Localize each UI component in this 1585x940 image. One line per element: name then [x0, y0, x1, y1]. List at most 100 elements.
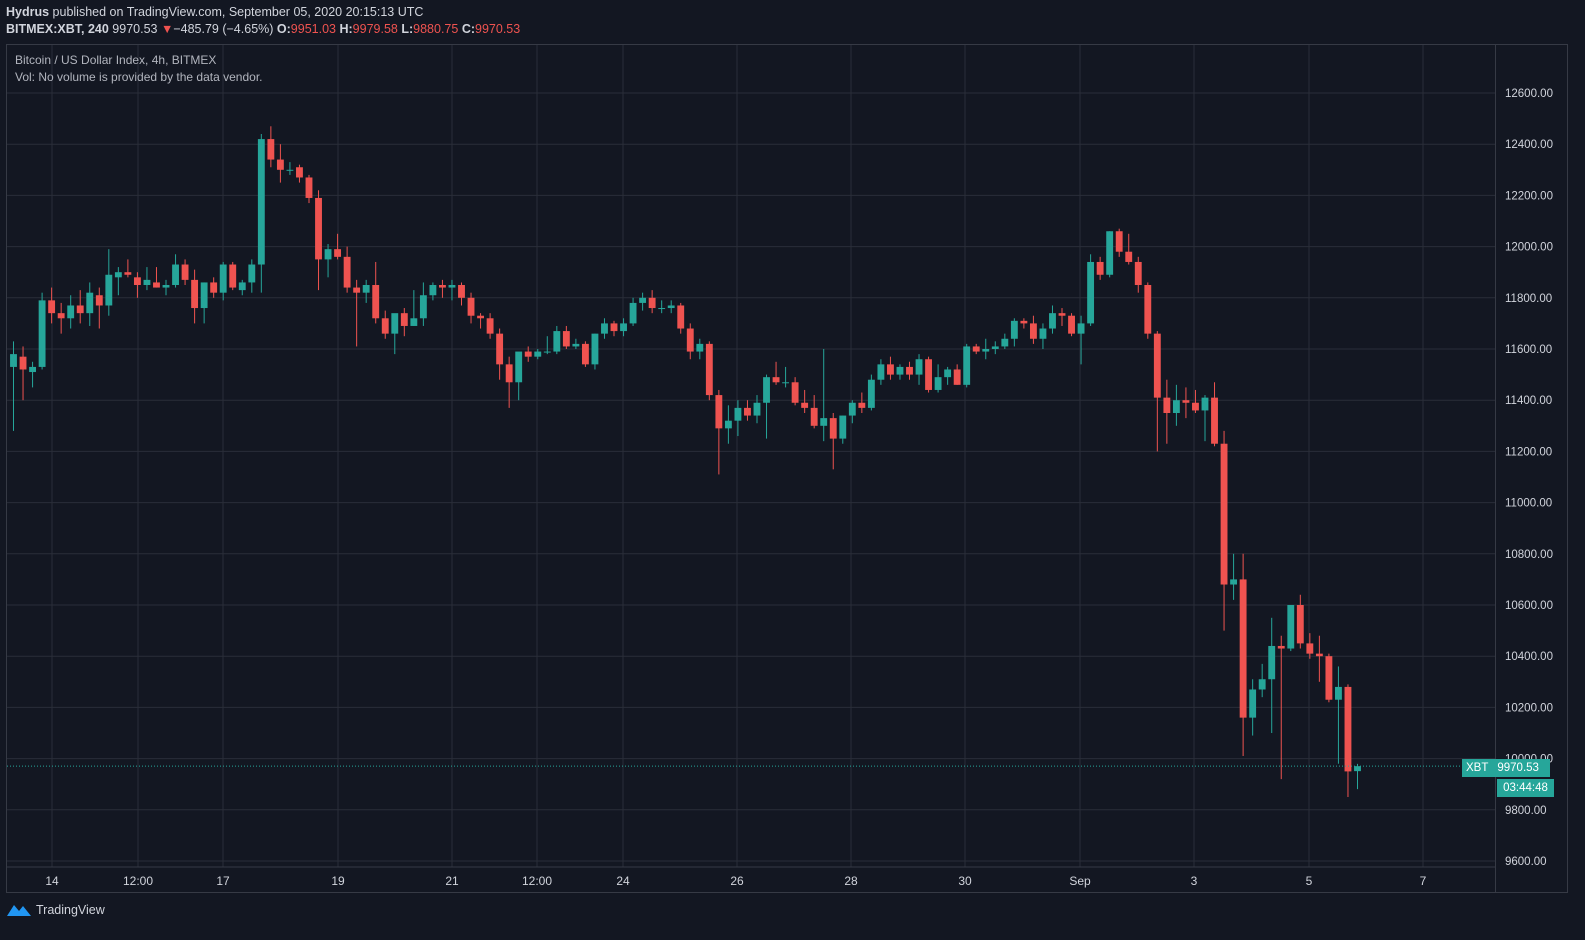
- candle: [705, 341, 713, 401]
- plot-area[interactable]: [6, 44, 1496, 893]
- candle-body: [467, 297, 475, 316]
- x-tick-label: 12:00: [123, 874, 153, 888]
- y-tick-label: 10400.00: [1505, 651, 1553, 663]
- price-tag: XBT 9970.53: [1462, 759, 1550, 777]
- footer-brand[interactable]: TradingView: [36, 903, 105, 917]
- candle: [1315, 635, 1323, 682]
- candle-body: [982, 349, 990, 352]
- candle: [419, 282, 427, 326]
- candle-body: [820, 418, 828, 426]
- candle-body: [248, 264, 256, 283]
- candle-body: [686, 328, 694, 352]
- candle-body: [925, 359, 932, 390]
- candle-body: [172, 264, 179, 285]
- candle-body: [448, 285, 456, 288]
- candle: [410, 290, 418, 326]
- candle: [429, 282, 437, 301]
- y-tick-label: 10800.00: [1505, 549, 1553, 561]
- candle-body: [1096, 261, 1104, 275]
- candle: [1249, 679, 1257, 736]
- candle-body: [1144, 285, 1152, 334]
- candle-body: [114, 272, 122, 278]
- candle: [896, 364, 904, 380]
- candle: [562, 325, 570, 349]
- candle-body: [76, 305, 84, 314]
- candle-body: [677, 305, 685, 329]
- x-tick-label: 19: [331, 874, 345, 888]
- candle-body: [562, 331, 570, 347]
- candle: [925, 356, 932, 393]
- high-value: 9979.58: [352, 22, 398, 36]
- close-label: C:: [461, 22, 476, 36]
- tradingview-logo-icon[interactable]: [6, 902, 32, 918]
- candle-body: [343, 256, 351, 288]
- candle-body: [1077, 323, 1085, 334]
- candle-body: [1029, 323, 1037, 339]
- symbol-label: BITMEX:XBT, 240: [6, 22, 109, 36]
- candle-body: [639, 297, 647, 303]
- y-tick-label: 12000.00: [1505, 242, 1553, 254]
- x-tick-label: 30: [958, 874, 972, 888]
- candle-body: [1039, 328, 1047, 339]
- price-scale[interactable]: [1496, 44, 1568, 893]
- candle-body: [858, 402, 866, 408]
- candle: [1172, 384, 1180, 426]
- candle-body: [1068, 315, 1075, 334]
- candle-body: [133, 277, 141, 285]
- candle: [1239, 553, 1247, 757]
- x-tick-label: 7: [1420, 874, 1427, 888]
- author-name[interactable]: Hydrus: [6, 5, 50, 19]
- candle-body: [1058, 313, 1066, 316]
- candle: [1354, 763, 1361, 790]
- candle-body: [162, 285, 170, 288]
- open-label: O:: [276, 22, 291, 36]
- candle: [124, 259, 132, 278]
- candle-body: [200, 282, 208, 309]
- candle: [257, 133, 265, 293]
- candle: [715, 389, 723, 475]
- candle: [982, 338, 990, 360]
- candle: [915, 354, 923, 385]
- candle: [343, 246, 351, 293]
- candle-body: [1354, 766, 1361, 772]
- candle-body: [286, 169, 294, 171]
- candle-body: [324, 249, 332, 260]
- candle-body: [1287, 605, 1295, 649]
- candle: [772, 361, 780, 385]
- candle: [86, 282, 94, 326]
- candle-body: [715, 395, 723, 429]
- candle: [601, 318, 608, 339]
- candle: [543, 336, 551, 355]
- candle: [448, 279, 456, 301]
- x-tick-label: 28: [844, 874, 858, 888]
- y-tick-label: 10600.00: [1505, 600, 1553, 612]
- high-label: H:: [339, 22, 353, 36]
- candle-body: [620, 323, 627, 332]
- y-axis: 12600.00 12400.00 12200.00 12000.00 11800.00…: [1505, 88, 1553, 868]
- candle: [305, 174, 313, 204]
- candle: [1058, 308, 1066, 326]
- candle-body: [1268, 645, 1276, 680]
- candle-body: [848, 402, 856, 416]
- candle: [524, 346, 532, 362]
- low-label: L:: [401, 22, 414, 36]
- candle: [467, 292, 475, 324]
- candle: [620, 318, 627, 337]
- candles: [10, 126, 1361, 797]
- candle-body: [496, 333, 504, 365]
- candle: [953, 364, 961, 385]
- x-tick-label: 17: [216, 874, 230, 888]
- candle: [114, 267, 122, 296]
- candle: [439, 279, 446, 298]
- candle-body: [934, 377, 942, 390]
- candle-body: [1335, 686, 1342, 700]
- candle: [724, 405, 732, 444]
- candle-body: [419, 295, 427, 319]
- y-tick-label: 11400.00: [1505, 395, 1552, 407]
- candle-body: [1001, 338, 1009, 347]
- candle-body: [486, 318, 494, 334]
- candle-body: [210, 282, 218, 293]
- candle-body: [1325, 656, 1333, 700]
- candle-body: [315, 197, 322, 260]
